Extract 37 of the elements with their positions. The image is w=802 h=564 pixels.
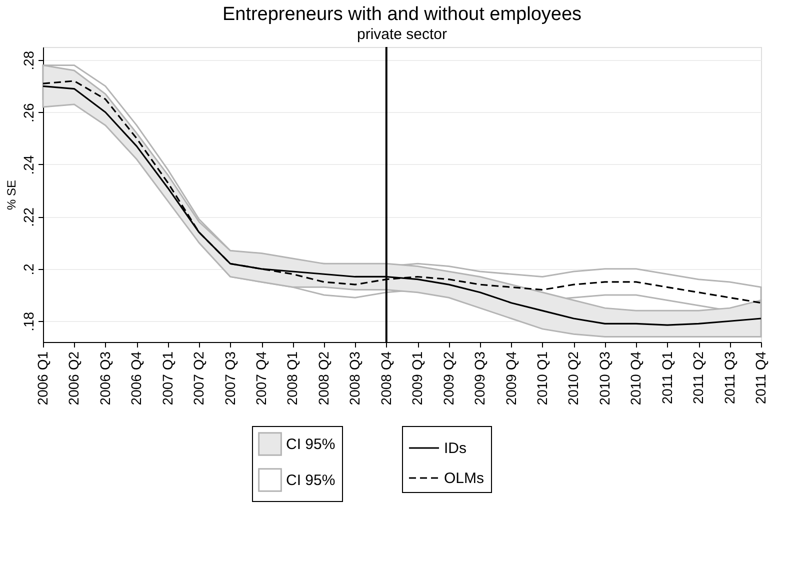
x-tick-label: 2007 Q3 — [222, 351, 238, 406]
y-tick-label: .24 — [20, 155, 36, 175]
y-tick-label: .22 — [20, 207, 36, 227]
x-tick-label: 2010 Q2 — [565, 351, 582, 406]
x-tick-label: 2009 Q2 — [440, 351, 456, 406]
x-tick-label: 2011 Q2 — [690, 351, 706, 404]
x-tick-label: 2009 Q3 — [472, 351, 488, 406]
x-tick-label: 2011 Q1 — [658, 351, 675, 404]
legend-label: OLMs — [444, 470, 484, 487]
x-tick-label: 2009 Q1 — [409, 351, 426, 406]
y-tick-label: .18 — [20, 312, 36, 332]
y-tick-label: .2 — [20, 263, 36, 276]
x-tick-label: 2011 Q3 — [721, 351, 738, 404]
x-tick-label: 2008 Q3 — [346, 351, 363, 406]
x-tick-label: 2007 Q1 — [159, 351, 176, 406]
x-tick-label: 2006 Q3 — [96, 351, 113, 406]
y-tick-label: .26 — [20, 102, 36, 122]
legend-label: CI 95% — [286, 436, 336, 453]
x-tick-label: 2010 Q3 — [596, 351, 612, 406]
x-tick-label: 2008 Q4 — [378, 351, 394, 406]
x-tick-label: 2007 Q2 — [190, 351, 207, 406]
x-tick-label: 2007 Q4 — [253, 351, 270, 406]
chart-subtitle: private sector — [356, 26, 448, 43]
chart-title: Entrepreneurs with and without employees — [222, 4, 582, 25]
x-tick-label: 2006 Q2 — [66, 351, 82, 406]
x-tick-label: 2008 Q2 — [315, 351, 332, 406]
x-tick-label: 2006 Q4 — [128, 351, 144, 406]
legend-label: CI 95% — [286, 472, 336, 489]
x-tick-label: 2006 Q1 — [34, 351, 50, 406]
x-tick-label: 2008 Q1 — [284, 351, 300, 406]
x-tick-label: 2010 Q4 — [628, 351, 644, 406]
x-tick-label: 2009 Q4 — [502, 351, 519, 406]
legend-label: IDs — [444, 440, 466, 457]
y-axis-title: % SE — [4, 180, 18, 210]
x-tick-label: 2011 Q4 — [752, 351, 768, 404]
x-tick-label: 2010 Q1 — [534, 351, 550, 406]
y-tick-label: .28 — [20, 50, 36, 70]
